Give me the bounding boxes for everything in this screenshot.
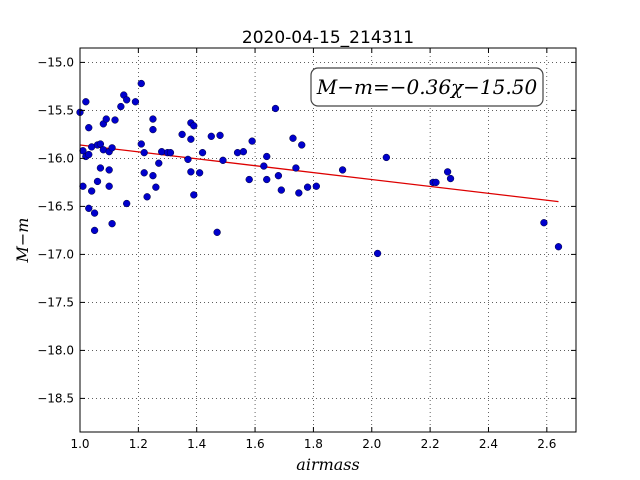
data-point	[137, 79, 145, 88]
x-tick-label: 2.0	[362, 437, 381, 451]
data-point	[108, 220, 116, 228]
data-point	[140, 169, 148, 177]
data-point	[338, 166, 347, 174]
data-point	[298, 141, 306, 149]
x-tick-label: 1.8	[304, 437, 323, 451]
data-point	[108, 144, 116, 152]
data-point	[292, 164, 300, 172]
data-point	[93, 177, 102, 186]
data-point	[295, 189, 303, 197]
x-tick-label: 1.6	[246, 437, 265, 451]
y-tick-label: −15.5	[37, 103, 74, 117]
data-point	[149, 172, 157, 180]
data-point	[123, 199, 131, 208]
data-point	[117, 102, 125, 111]
data-point	[195, 169, 204, 177]
data-point	[123, 96, 131, 104]
data-point	[178, 130, 186, 139]
data-point	[155, 159, 163, 167]
y-axis-label: M−m	[13, 218, 32, 264]
data-point	[554, 243, 563, 251]
data-point	[198, 148, 207, 157]
x-tick-label: 2.2	[421, 437, 440, 451]
data-point	[88, 187, 96, 195]
data-point	[216, 131, 224, 140]
data-point	[274, 172, 283, 180]
data-point	[277, 186, 285, 194]
data-point	[260, 162, 268, 170]
data-point	[105, 182, 113, 190]
data-point	[90, 226, 99, 235]
data-point	[85, 150, 93, 159]
data-point	[166, 148, 175, 157]
data-point	[149, 115, 157, 123]
chart-title: 2020-04-15_214311	[242, 28, 414, 48]
x-tick-label: 1.0	[70, 437, 89, 451]
data-point	[245, 175, 253, 184]
data-point	[190, 191, 198, 199]
y-tick-label: −18.0	[37, 343, 74, 357]
grid	[79, 48, 576, 432]
data-point	[248, 137, 256, 145]
data-point	[102, 115, 110, 123]
data-point	[96, 164, 105, 172]
data-point	[443, 168, 452, 176]
data-point	[184, 155, 192, 164]
fit-equation-box: M−m=−0.36χ−15.50	[310, 67, 544, 107]
x-tick-label: 1.4	[187, 437, 206, 451]
x-tick-label: 2.4	[479, 437, 498, 451]
data-point	[82, 98, 90, 106]
data-point	[207, 132, 215, 140]
data-point	[271, 104, 280, 113]
data-point	[140, 148, 148, 157]
y-tick-label: −16.0	[37, 151, 74, 165]
data-point	[289, 134, 297, 142]
data-point	[105, 166, 113, 174]
data-point	[446, 174, 455, 183]
data-point	[111, 116, 119, 124]
data-point	[85, 204, 93, 212]
data-point	[432, 178, 440, 187]
axis-ticks: 1.0 1.2 1.4 1.6 1.8 2.0 2.2 2.4 2.6 −15.0 −15.5 −16…	[37, 48, 576, 451]
data-point	[149, 125, 157, 134]
data-point	[263, 175, 271, 184]
data-point	[373, 249, 382, 258]
data-point	[263, 152, 271, 161]
data-point	[96, 140, 105, 148]
y-tick-label: −17.0	[37, 247, 74, 261]
data-point	[90, 209, 99, 217]
plot-area-frame	[79, 47, 577, 433]
data-point	[303, 183, 312, 191]
data-point	[187, 135, 195, 143]
y-tick-label: −15.0	[37, 55, 74, 69]
fit-equation-text: M−m=−0.36χ−15.50	[316, 75, 538, 99]
data-point	[85, 124, 93, 132]
x-tick-label: 2.6	[537, 437, 556, 451]
data-point	[382, 153, 391, 162]
data-point	[143, 193, 151, 201]
x-axis-label: airmass	[296, 455, 359, 474]
x-tick-label: 1.2	[129, 437, 148, 451]
data-point	[219, 156, 227, 164]
data-point	[187, 168, 195, 176]
data-point	[312, 182, 320, 190]
data-point	[131, 98, 140, 106]
data-point	[213, 228, 221, 236]
equation-box-frame	[310, 67, 544, 107]
data-point	[190, 122, 198, 130]
y-tick-label: −18.5	[37, 391, 74, 405]
data-point	[152, 183, 160, 191]
data-point	[540, 219, 548, 227]
y-tick-label: −16.5	[37, 199, 74, 213]
data-points	[76, 79, 563, 258]
data-point	[239, 148, 248, 156]
data-point	[79, 182, 87, 190]
y-tick-label: −17.5	[37, 295, 74, 309]
data-point	[137, 140, 145, 148]
